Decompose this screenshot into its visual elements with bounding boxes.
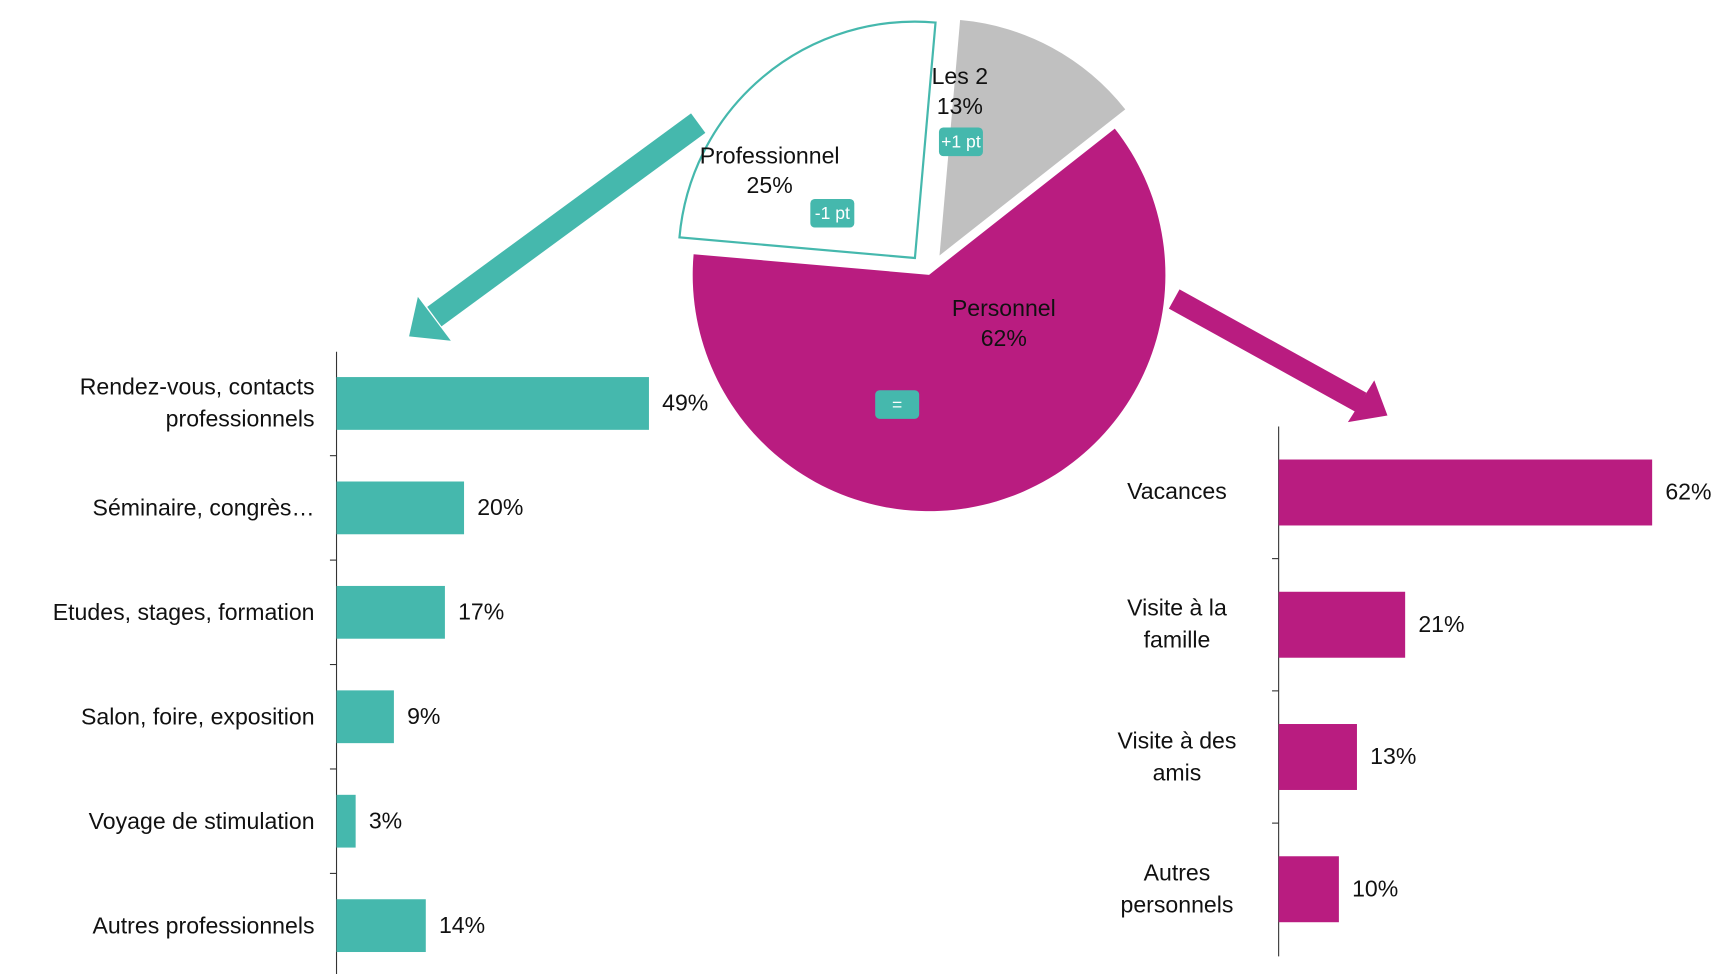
value-label: 13% [1370, 743, 1416, 769]
bar [1278, 591, 1406, 658]
bar [1278, 856, 1339, 923]
category-label-box: Visite à la famille [1127, 596, 1227, 654]
bar [1278, 459, 1653, 526]
category-label: Salon, foire, exposition [80, 704, 315, 730]
pie-slice [678, 20, 937, 260]
category-label: Vacances [1127, 479, 1227, 506]
category-label: Séminaire, congrès… [92, 495, 315, 521]
category-label: Rendez-vous, contacts professionnels [79, 374, 315, 433]
slice-value: 13% [937, 93, 983, 119]
value-label: 21% [1418, 611, 1464, 637]
change-label: +1 pt [941, 132, 981, 152]
category-label-box: Rendez-vous, contacts professionnels [79, 374, 315, 433]
category-label: Visite à des amis [1117, 728, 1237, 786]
value-label: 20% [477, 494, 523, 520]
category-label-box: Etudes, stages, formation [52, 599, 315, 625]
value-label: 17% [458, 599, 504, 625]
value-label: 10% [1352, 875, 1398, 901]
bar [1278, 724, 1357, 790]
slice-name: Personnel [952, 295, 1056, 321]
bar [336, 377, 649, 430]
change-badge [875, 390, 920, 419]
category-label-box: Vacances [1127, 479, 1227, 506]
value-label: 49% [662, 390, 708, 416]
category-label-box: Visite à des amis [1117, 728, 1237, 786]
category-label-box: Autres personnels [1120, 860, 1234, 918]
bar [336, 481, 465, 535]
bar [336, 794, 356, 848]
arrow [427, 113, 706, 327]
arrow-head [409, 296, 451, 341]
category-label-box: Voyage de stimulation [88, 808, 315, 834]
category-label: Voyage de stimulation [88, 808, 315, 834]
arrows [409, 113, 1388, 423]
bar [336, 585, 445, 639]
slice-name: Professionnel [700, 142, 840, 168]
category-label-box: Autres professionnels [92, 912, 315, 939]
pie-slice [939, 20, 1126, 256]
bar [336, 899, 426, 953]
value-label: 62% [1665, 479, 1711, 505]
arrow-head [1347, 380, 1388, 423]
change-badge [938, 127, 983, 157]
value-label: 3% [369, 807, 402, 833]
category-label-box: Séminaire, congrès… [92, 495, 315, 521]
slice-value: 25% [747, 172, 793, 198]
value-label: 14% [439, 912, 485, 938]
category-label: Autres personnels [1120, 860, 1234, 918]
slice-name: Les 2 [932, 63, 988, 89]
change-badge [810, 198, 855, 228]
value-label: 9% [407, 703, 440, 729]
pie-slice [692, 128, 1166, 512]
category-label: Autres professionnels [92, 912, 315, 939]
slice-value: 62% [981, 325, 1027, 351]
arrow [1168, 289, 1367, 412]
bar [336, 690, 394, 744]
change-label: -1 pt [815, 203, 850, 223]
change-label: = [892, 394, 902, 414]
category-label: Etudes, stages, formation [52, 599, 315, 625]
category-label: Visite à la famille [1127, 596, 1227, 654]
category-label-box: Salon, foire, exposition [80, 704, 315, 730]
